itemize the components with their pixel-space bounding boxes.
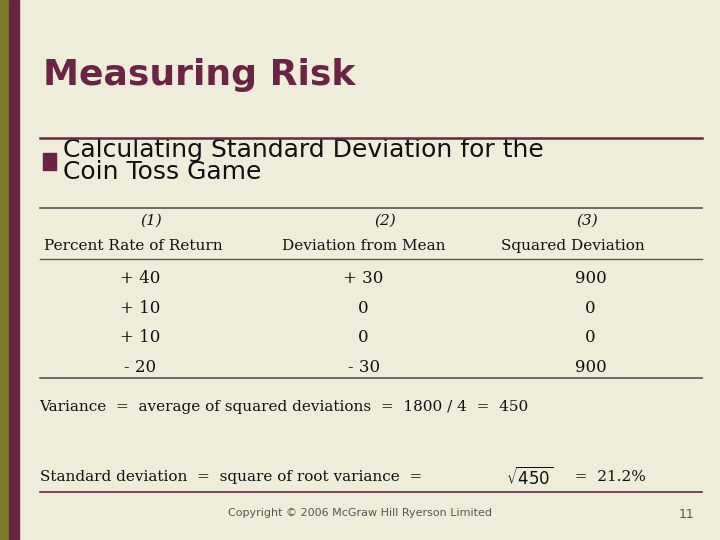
Text: 0: 0 bbox=[585, 329, 595, 346]
Text: Deviation from Mean: Deviation from Mean bbox=[282, 239, 446, 253]
Text: 900: 900 bbox=[575, 270, 606, 287]
Text: Coin Toss Game: Coin Toss Game bbox=[63, 160, 262, 184]
Text: Copyright © 2006 McGraw Hill Ryerson Limited: Copyright © 2006 McGraw Hill Ryerson Lim… bbox=[228, 508, 492, 518]
Text: 0: 0 bbox=[359, 329, 369, 346]
Text: Squared Deviation: Squared Deviation bbox=[500, 239, 644, 253]
Text: + 10: + 10 bbox=[120, 300, 161, 316]
Text: 900: 900 bbox=[575, 359, 606, 376]
Text: $\sqrt{450}$: $\sqrt{450}$ bbox=[506, 467, 554, 489]
Text: Calculating Standard Deviation for the: Calculating Standard Deviation for the bbox=[63, 138, 544, 162]
Text: - 30: - 30 bbox=[348, 359, 379, 376]
Text: (2): (2) bbox=[374, 213, 396, 227]
Text: 0: 0 bbox=[359, 300, 369, 316]
Text: 11: 11 bbox=[679, 508, 695, 521]
Text: + 40: + 40 bbox=[120, 270, 161, 287]
Text: Standard deviation  =  square of root variance  =: Standard deviation = square of root vari… bbox=[40, 470, 431, 484]
Text: (3): (3) bbox=[576, 213, 598, 227]
Text: Percent Rate of Return: Percent Rate of Return bbox=[44, 239, 222, 253]
Text: + 10: + 10 bbox=[120, 329, 161, 346]
Text: =  21.2%: = 21.2% bbox=[565, 470, 646, 484]
Text: - 20: - 20 bbox=[125, 359, 156, 376]
Text: 0: 0 bbox=[585, 300, 595, 316]
Text: Variance  =  average of squared deviations  =  1800 / 4  =  450: Variance = average of squared deviations… bbox=[40, 400, 529, 414]
Text: (1): (1) bbox=[140, 213, 162, 227]
Text: + 30: + 30 bbox=[343, 270, 384, 287]
Text: Measuring Risk: Measuring Risk bbox=[43, 58, 356, 92]
